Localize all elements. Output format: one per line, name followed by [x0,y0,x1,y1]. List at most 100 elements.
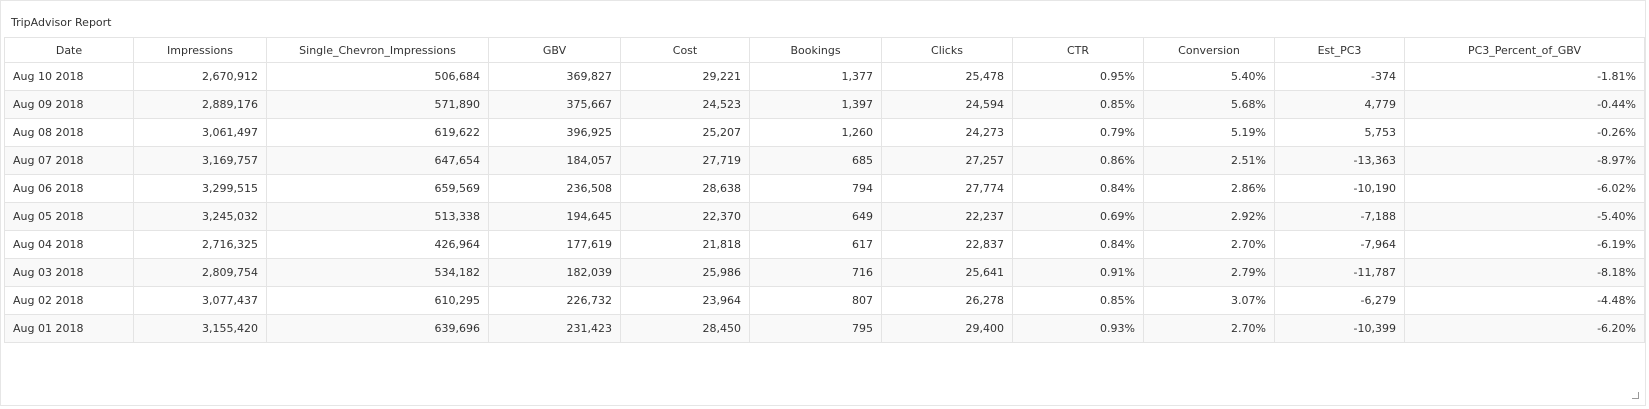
cell-single-chevron-impressions: 534,182 [266,258,489,287]
cell-clicks: 25,641 [881,258,1013,287]
cell-pc3-percent-of-gbv: -1.81% [1404,62,1645,91]
cell-clicks: 22,237 [881,202,1013,231]
cell-bookings: 1,397 [749,90,882,119]
cell-clicks: 27,257 [881,146,1013,175]
cell-cost: 25,986 [620,258,750,287]
cell-conversion: 2.86% [1143,174,1275,203]
cell-bookings: 1,260 [749,118,882,147]
column-header-clicks[interactable]: Clicks [881,37,1013,63]
resize-handle-icon[interactable] [1632,392,1639,399]
cell-clicks: 27,774 [881,174,1013,203]
cell-date: Aug 02 2018 [4,286,134,315]
cell-single-chevron-impressions: 619,622 [266,118,489,147]
cell-est-pc3: -6,279 [1274,286,1405,315]
column-header-date[interactable]: Date [4,37,134,63]
cell-single-chevron-impressions: 571,890 [266,90,489,119]
cell-bookings: 649 [749,202,882,231]
table-row: Aug 04 2018 2,716,325 426,964 177,619 21,818… [4,230,1645,259]
column-header-conversion[interactable]: Conversion [1143,37,1275,63]
cell-ctr: 0.79% [1012,118,1144,147]
cell-impressions: 3,061,497 [133,118,267,147]
cell-impressions: 3,299,515 [133,174,267,203]
cell-bookings: 795 [749,314,882,343]
cell-ctr: 0.84% [1012,230,1144,259]
cell-impressions: 2,670,912 [133,62,267,91]
column-header-single-chevron-impressions[interactable]: Single_Chevron_Impressions [266,37,489,63]
cell-ctr: 0.93% [1012,314,1144,343]
cell-bookings: 807 [749,286,882,315]
cell-single-chevron-impressions: 513,338 [266,202,489,231]
cell-clicks: 24,273 [881,118,1013,147]
cell-cost: 27,719 [620,146,750,175]
cell-pc3-percent-of-gbv: -8.97% [1404,146,1645,175]
cell-cost: 22,370 [620,202,750,231]
cell-impressions: 2,889,176 [133,90,267,119]
cell-bookings: 794 [749,174,882,203]
cell-pc3-percent-of-gbv: -4.48% [1404,286,1645,315]
cell-cost: 29,221 [620,62,750,91]
cell-conversion: 5.19% [1143,118,1275,147]
cell-date: Aug 08 2018 [4,118,134,147]
cell-cost: 28,638 [620,174,750,203]
cell-pc3-percent-of-gbv: -6.20% [1404,314,1645,343]
column-header-gbv[interactable]: GBV [488,37,621,63]
cell-gbv: 375,667 [488,90,621,119]
cell-gbv: 236,508 [488,174,621,203]
cell-ctr: 0.84% [1012,174,1144,203]
cell-gbv: 226,732 [488,286,621,315]
cell-est-pc3: -10,190 [1274,174,1405,203]
cell-ctr: 0.86% [1012,146,1144,175]
cell-ctr: 0.69% [1012,202,1144,231]
cell-single-chevron-impressions: 610,295 [266,286,489,315]
cell-ctr: 0.85% [1012,90,1144,119]
table-row: Aug 06 2018 3,299,515 659,569 236,508 28,638… [4,174,1645,203]
cell-conversion: 5.68% [1143,90,1275,119]
cell-gbv: 184,057 [488,146,621,175]
cell-est-pc3: -374 [1274,62,1405,91]
column-header-cost[interactable]: Cost [620,37,750,63]
column-header-ctr[interactable]: CTR [1012,37,1144,63]
cell-date: Aug 04 2018 [4,230,134,259]
cell-cost: 28,450 [620,314,750,343]
cell-bookings: 617 [749,230,882,259]
cell-impressions: 3,169,757 [133,146,267,175]
cell-conversion: 2.70% [1143,230,1275,259]
table-row: Aug 02 2018 3,077,437 610,295 226,732 23,964… [4,286,1645,315]
cell-date: Aug 07 2018 [4,146,134,175]
cell-pc3-percent-of-gbv: -8.18% [1404,258,1645,287]
cell-gbv: 194,645 [488,202,621,231]
cell-est-pc3: -13,363 [1274,146,1405,175]
cell-date: Aug 06 2018 [4,174,134,203]
cell-gbv: 396,925 [488,118,621,147]
cell-clicks: 29,400 [881,314,1013,343]
cell-cost: 24,523 [620,90,750,119]
cell-date: Aug 01 2018 [4,314,134,343]
column-header-est-pc3[interactable]: Est_PC3 [1274,37,1405,63]
cell-pc3-percent-of-gbv: -5.40% [1404,202,1645,231]
column-header-pc3-percent-of-gbv[interactable]: PC3_Percent_of_GBV [1404,37,1645,63]
column-header-bookings[interactable]: Bookings [749,37,882,63]
cell-impressions: 2,809,754 [133,258,267,287]
cell-est-pc3: -7,188 [1274,202,1405,231]
table-row: Aug 10 2018 2,670,912 506,684 369,827 29,221… [4,62,1645,91]
report-table: Date Impressions Single_Chevron_Impressi… [4,37,1645,343]
cell-single-chevron-impressions: 659,569 [266,174,489,203]
cell-clicks: 26,278 [881,286,1013,315]
table-row: Aug 01 2018 3,155,420 639,696 231,423 28,450… [4,314,1645,343]
cell-pc3-percent-of-gbv: -6.02% [1404,174,1645,203]
cell-est-pc3: -11,787 [1274,258,1405,287]
cell-gbv: 231,423 [488,314,621,343]
cell-est-pc3: -10,399 [1274,314,1405,343]
cell-clicks: 25,478 [881,62,1013,91]
cell-conversion: 2.92% [1143,202,1275,231]
table-header: Date Impressions Single_Chevron_Impressi… [4,37,1645,63]
header-row: Date Impressions Single_Chevron_Impressi… [4,37,1645,63]
cell-cost: 23,964 [620,286,750,315]
cell-cost: 21,818 [620,230,750,259]
table-row: Aug 05 2018 3,245,032 513,338 194,645 22,370… [4,202,1645,231]
cell-bookings: 1,377 [749,62,882,91]
cell-impressions: 2,716,325 [133,230,267,259]
column-header-impressions[interactable]: Impressions [133,37,267,63]
cell-bookings: 716 [749,258,882,287]
cell-conversion: 2.51% [1143,146,1275,175]
